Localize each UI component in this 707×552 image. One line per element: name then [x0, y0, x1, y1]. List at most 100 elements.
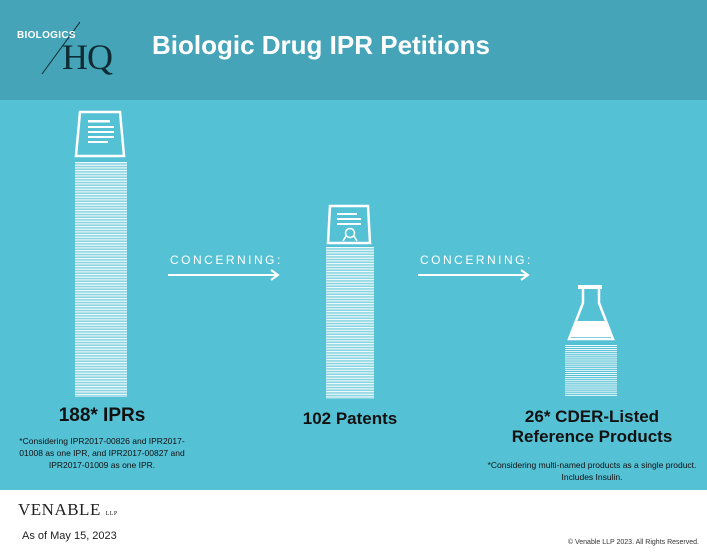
stack-line [326, 283, 374, 285]
stack-line [75, 211, 127, 213]
stack-line [565, 374, 617, 375]
stack-line [75, 384, 127, 386]
stack-line [565, 355, 617, 357]
stack-line [75, 214, 127, 216]
concerning-label-2: CONCERNING: [420, 253, 533, 267]
stack-line [75, 234, 127, 235]
stack-line [75, 267, 127, 269]
stack-line [326, 347, 374, 349]
stack-line [326, 331, 374, 333]
stack-line [326, 322, 374, 324]
stack-line [326, 355, 374, 357]
stack-line [75, 299, 127, 301]
stack-line [565, 367, 617, 369]
stack-line [326, 339, 374, 341]
venable-logo: VENABLE LLP [18, 500, 118, 520]
stack-line [75, 395, 127, 397]
stack-line [326, 299, 374, 301]
logo-hq-text: HQ [62, 37, 113, 77]
stack-line [75, 291, 127, 293]
stack-line [326, 304, 374, 306]
stack-line [565, 361, 617, 363]
arrow-right-icon [168, 269, 280, 281]
stack-line [75, 298, 127, 299]
stack-line [326, 341, 374, 343]
stack-line [326, 250, 374, 252]
stack-line [75, 178, 127, 179]
stack-line [75, 344, 127, 346]
stack-line [326, 293, 374, 295]
stack-line [326, 255, 374, 256]
stack-line [565, 382, 617, 384]
stack-line [75, 350, 127, 352]
stack-line [326, 386, 374, 388]
stack-line [75, 342, 127, 344]
stack-line [326, 370, 374, 372]
flask-icon [567, 285, 615, 341]
stack-line [75, 258, 127, 259]
stack-line [75, 355, 127, 357]
stack-line [326, 395, 374, 397]
stack-line [75, 165, 127, 167]
stack-line [75, 224, 127, 226]
stack-line [565, 357, 617, 359]
ipr-stack [74, 110, 127, 397]
stack-line [75, 378, 127, 379]
stack-line [565, 359, 617, 361]
stack-line [326, 319, 374, 320]
stack-line [326, 381, 374, 383]
stack-line [75, 334, 127, 336]
stack-line [75, 163, 127, 165]
stack-line [326, 335, 374, 336]
stack-line [326, 309, 374, 311]
stack-line [75, 392, 127, 394]
stack-line [326, 253, 374, 255]
page-title: Biologic Drug IPR Petitions [152, 30, 491, 60]
stack-line [326, 267, 374, 269]
stack-line [326, 303, 374, 304]
stack-line [326, 371, 374, 373]
stack-line [75, 386, 127, 387]
stack-line [326, 360, 374, 362]
stack-line [75, 379, 127, 381]
stack-line [75, 250, 127, 251]
stack-line [75, 186, 127, 187]
stack-line [75, 285, 127, 287]
stack-line [75, 338, 127, 339]
stack-line [75, 243, 127, 245]
stack-line [326, 259, 374, 261]
stack-line [326, 368, 374, 370]
stack-line [75, 278, 127, 280]
stack-line [326, 290, 374, 292]
stack-line [565, 378, 617, 380]
stack-line [75, 328, 127, 330]
stack-line [75, 341, 127, 343]
stack-line [326, 311, 374, 312]
stack-line [75, 387, 127, 389]
stack-line [75, 162, 127, 163]
stack-line [75, 294, 127, 296]
stack-line [75, 227, 127, 229]
stack-line [75, 286, 127, 288]
stack-line [75, 362, 127, 363]
stack-line [326, 351, 374, 352]
stack-line [75, 246, 127, 248]
stack-line [75, 253, 127, 255]
stack-line [75, 376, 127, 378]
stack-line [75, 280, 127, 282]
stack-line [565, 384, 617, 386]
arrow-right-icon [418, 269, 530, 281]
stack-line [326, 325, 374, 327]
stack-line [75, 166, 127, 168]
stack-line [326, 272, 374, 274]
stack-line [75, 254, 127, 256]
stack-line [75, 181, 127, 183]
stack-line [326, 295, 374, 296]
stack-line [75, 203, 127, 205]
stack-line [326, 363, 374, 365]
stack-line [75, 219, 127, 221]
product-stack [565, 285, 617, 396]
stack-line [326, 357, 374, 359]
stack-line [75, 266, 127, 267]
stack-line [326, 314, 374, 316]
